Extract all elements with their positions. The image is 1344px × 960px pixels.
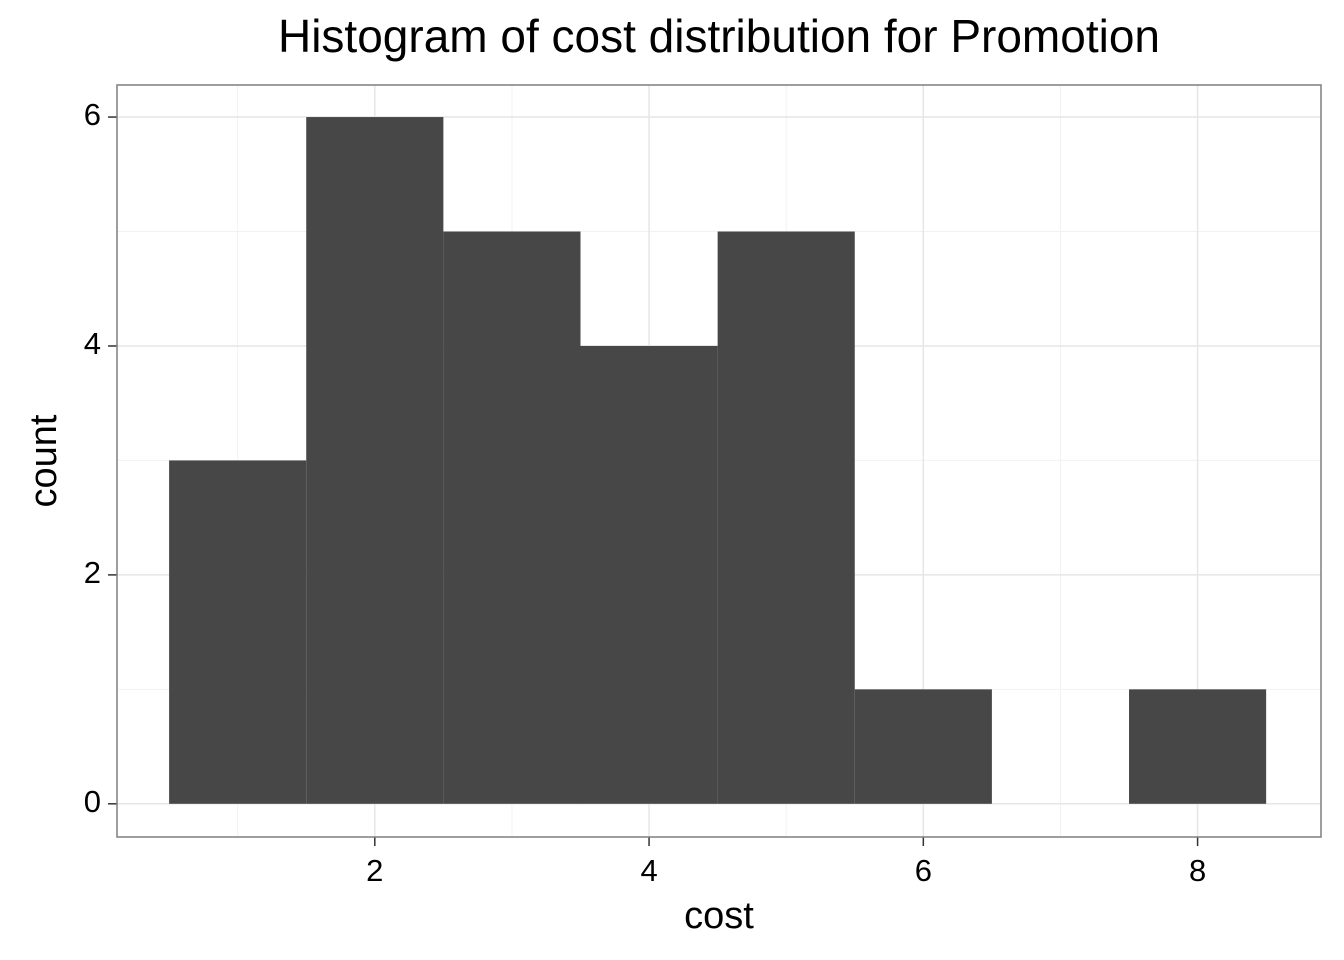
bar <box>717 231 855 804</box>
bar <box>1129 689 1267 804</box>
x-axis-label: cost <box>684 895 754 937</box>
y-tick-label: 4 <box>84 326 101 361</box>
x-tick-label: 2 <box>366 853 383 888</box>
x-tick-label: 8 <box>1189 853 1206 888</box>
bar <box>580 345 718 804</box>
bar <box>443 231 581 804</box>
bar <box>854 689 992 804</box>
y-tick-label: 6 <box>84 97 101 132</box>
x-tick-label: 6 <box>915 853 932 888</box>
y-axis-label: count <box>23 414 65 507</box>
x-tick-label: 4 <box>640 853 657 888</box>
y-tick-label: 2 <box>84 555 101 590</box>
bar <box>169 460 307 804</box>
plot-border <box>116 84 1322 838</box>
bar <box>306 117 444 804</box>
chart-title: Histogram of cost distribution for Promo… <box>278 10 1160 62</box>
y-tick-label: 0 <box>84 784 101 819</box>
